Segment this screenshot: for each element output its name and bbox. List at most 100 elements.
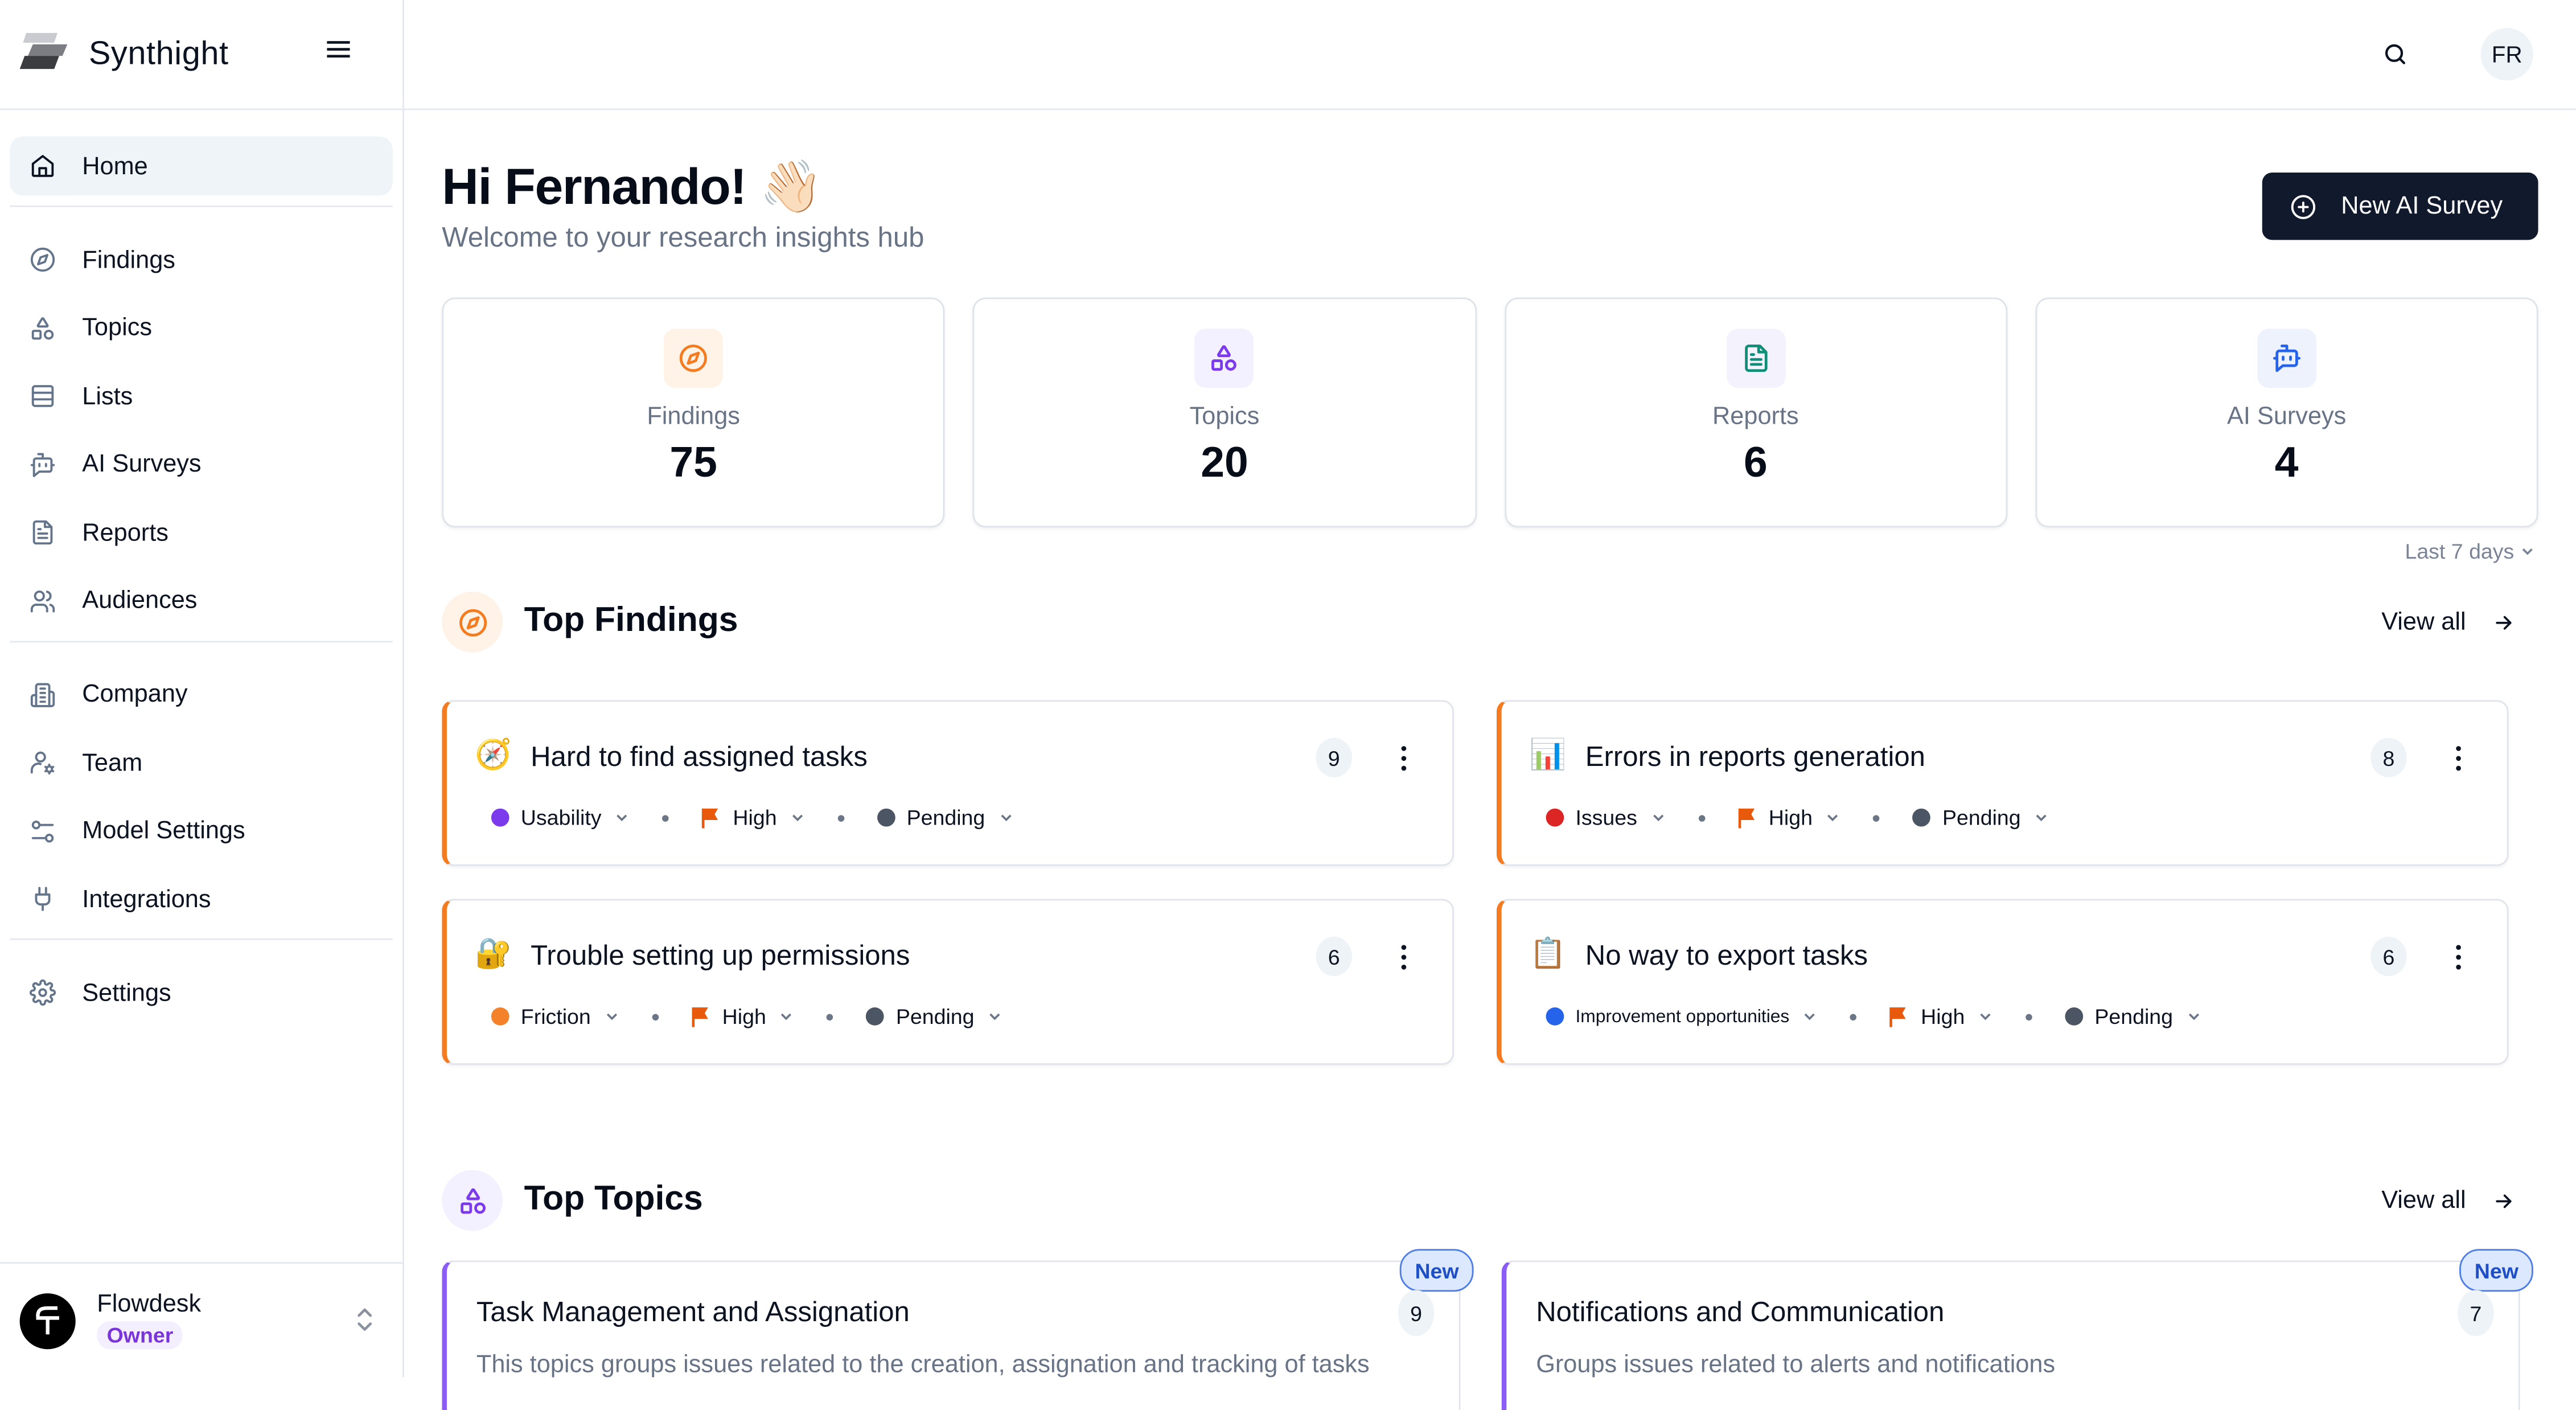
org-name: Flowdesk <box>97 1290 202 1318</box>
finding-emoji: 📊 <box>1529 737 1567 771</box>
page-title: Hi Fernando! 👋🏻 <box>442 158 823 216</box>
stats-row: Findings 75 Topics 20 Reports 6 AI Surve… <box>442 297 2538 528</box>
separator-dot <box>837 814 844 821</box>
brand-header: Synthight <box>0 0 403 110</box>
finding-card[interactable]: 🔐 Trouble setting up permissions 6 Frict… <box>442 899 1454 1065</box>
more-options-button[interactable] <box>1396 741 1410 774</box>
sidebar-item-integrations[interactable]: Integrations <box>10 870 392 929</box>
finding-title: Hard to find assigned tasks <box>531 741 868 773</box>
more-options-button[interactable] <box>2451 741 2464 774</box>
stat-card-ai-surveys[interactable]: AI Surveys 4 <box>2035 297 2538 528</box>
view-all-label: View all <box>2381 608 2466 636</box>
new-badge: New <box>1400 1249 1474 1292</box>
category-dropdown[interactable]: Issues <box>1546 805 1665 830</box>
date-range-dropdown[interactable]: Last 7 days <box>2405 539 2534 564</box>
separator-dot <box>651 1013 659 1020</box>
finding-emoji: 🧭 <box>474 737 512 771</box>
section-title: Top Topics <box>524 1180 703 1218</box>
flag-icon <box>702 806 722 829</box>
flag-icon <box>1889 1005 1909 1028</box>
category-dot <box>1546 1007 1564 1026</box>
priority-dropdown[interactable]: High <box>1889 1004 1992 1029</box>
sidebar-item-label: Home <box>82 151 148 180</box>
sidebar-item-company[interactable]: Company <box>10 665 392 724</box>
sidebar-item-reports[interactable]: Reports <box>10 503 392 562</box>
status-dot <box>1913 808 1931 827</box>
sidebar-item-lists[interactable]: Lists <box>10 367 392 426</box>
category-dropdown[interactable]: Improvement opportunities <box>1546 1007 1818 1026</box>
users-icon <box>30 588 56 614</box>
divider <box>10 205 393 207</box>
stat-card-reports[interactable]: Reports 6 <box>1503 297 2007 528</box>
finding-card[interactable]: 🧭 Hard to find assigned tasks 9 Usabilit… <box>442 700 1454 866</box>
priority-dropdown[interactable]: High <box>702 805 805 830</box>
priority-dropdown[interactable]: High <box>691 1004 794 1029</box>
status-dropdown[interactable]: Pending <box>877 805 1013 830</box>
status-dot <box>877 808 895 827</box>
status-dropdown[interactable]: Pending <box>866 1004 1003 1029</box>
new-ai-survey-label: New AI Survey <box>2341 192 2503 220</box>
finding-title: No way to export tasks <box>1585 940 1868 972</box>
flowdesk-logo-icon <box>36 1305 59 1334</box>
chevron-down-icon <box>1650 810 1665 825</box>
more-options-button[interactable] <box>2451 940 2464 973</box>
priority-label: High <box>1921 1004 1965 1029</box>
sidebar-item-label: Team <box>82 748 143 777</box>
category-label: Issues <box>1575 805 1637 830</box>
stat-label: AI Surveys <box>2227 403 2347 431</box>
org-switcher[interactable]: Flowdesk Owner <box>0 1262 403 1377</box>
sidebar-item-label: Company <box>82 680 188 708</box>
sidebar-item-settings[interactable]: Settings <box>10 963 392 1022</box>
topic-description: Groups issues related to alerts and noti… <box>1536 1351 2056 1379</box>
top-topics-header: Top Topics View all <box>442 1170 2515 1233</box>
user-avatar[interactable]: FR <box>2480 28 2533 81</box>
view-all-topics-link[interactable]: View all <box>2381 1187 2515 1215</box>
priority-dropdown[interactable]: High <box>1737 805 1840 830</box>
sidebar-item-audiences[interactable]: Audiences <box>10 571 392 630</box>
list-icon <box>30 383 56 409</box>
sidebar-item-home[interactable]: Home <box>10 136 393 196</box>
status-dropdown[interactable]: Pending <box>1913 805 2049 830</box>
sidebar-item-label: Audiences <box>82 587 198 615</box>
topic-card[interactable]: New Task Management and Assignation 9 Th… <box>442 1249 1474 1410</box>
arrow-right-icon <box>2492 1189 2515 1212</box>
status-label: Pending <box>1942 805 2021 830</box>
finding-card[interactable]: 📊 Errors in reports generation 8 Issues … <box>1496 700 2509 866</box>
stat-card-topics[interactable]: Topics 20 <box>973 297 1476 528</box>
date-range-label: Last 7 days <box>2405 539 2515 564</box>
compass-icon <box>30 247 56 273</box>
sidebar-item-findings[interactable]: Findings <box>10 230 392 289</box>
role-badge: Owner <box>97 1321 183 1350</box>
priority-label: High <box>722 1004 766 1029</box>
arrow-right-icon <box>2492 610 2515 633</box>
finding-card[interactable]: 📋 No way to export tasks 6 Improvement o… <box>1496 899 2509 1065</box>
home-icon <box>30 153 56 179</box>
new-ai-survey-button[interactable]: New AI Survey <box>2262 173 2538 240</box>
status-dropdown[interactable]: Pending <box>2065 1004 2201 1029</box>
chevrons-up-down-icon[interactable] <box>356 1306 373 1341</box>
finding-count: 6 <box>1316 936 1353 977</box>
finding-count: 6 <box>2370 936 2407 977</box>
category-dropdown[interactable]: Usability <box>491 805 630 830</box>
sidebar-item-team[interactable]: Team <box>10 733 392 792</box>
chevron-down-icon <box>1978 1009 1992 1024</box>
topic-card[interactable]: New Notifications and Communication 7 Gr… <box>1501 1249 2533 1410</box>
shapes-icon <box>30 315 56 341</box>
finding-emoji: 📋 <box>1529 936 1567 970</box>
sidebar-item-model-settings[interactable]: Model Settings <box>10 801 392 860</box>
category-label: Friction <box>520 1004 591 1029</box>
sidebar: Synthight Home Findings Topics Lists <box>0 0 404 1378</box>
finding-title: Errors in reports generation <box>1585 741 1925 773</box>
hamburger-icon <box>327 41 350 58</box>
stat-value: 75 <box>669 437 717 487</box>
more-options-button[interactable] <box>1396 940 1410 973</box>
sidebar-item-ai-surveys[interactable]: AI Surveys <box>10 435 392 494</box>
view-all-findings-link[interactable]: View all <box>2381 608 2515 636</box>
stat-card-findings[interactable]: Findings 75 <box>442 297 946 528</box>
plug-icon <box>30 886 56 912</box>
divider <box>10 640 393 642</box>
menu-toggle-button[interactable] <box>327 38 356 71</box>
search-button[interactable] <box>2382 41 2411 71</box>
category-dropdown[interactable]: Friction <box>491 1004 619 1029</box>
sidebar-item-topics[interactable]: Topics <box>10 298 392 358</box>
